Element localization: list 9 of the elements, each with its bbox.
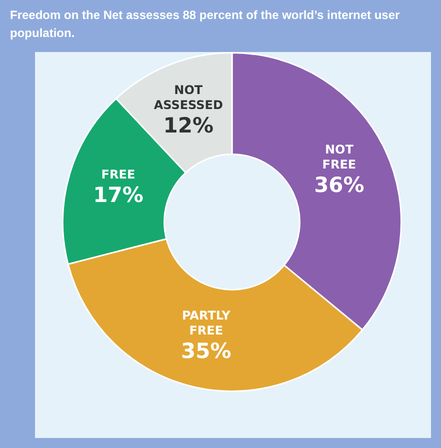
data-label: 35% <box>181 339 232 364</box>
slice-label: FREE <box>101 168 136 182</box>
slice-label: NOT ASSESSED <box>154 82 223 112</box>
chart-title: Freedom on the Net assesses 88 percent of the world’s internet user population. <box>10 7 401 42</box>
slice-label: PARTLY FREE <box>182 308 231 338</box>
data-label: 12% <box>163 113 214 138</box>
data-label: 17% <box>93 182 144 207</box>
slice-label: NOT FREE <box>322 142 356 172</box>
data-label: 36% <box>314 173 364 198</box>
